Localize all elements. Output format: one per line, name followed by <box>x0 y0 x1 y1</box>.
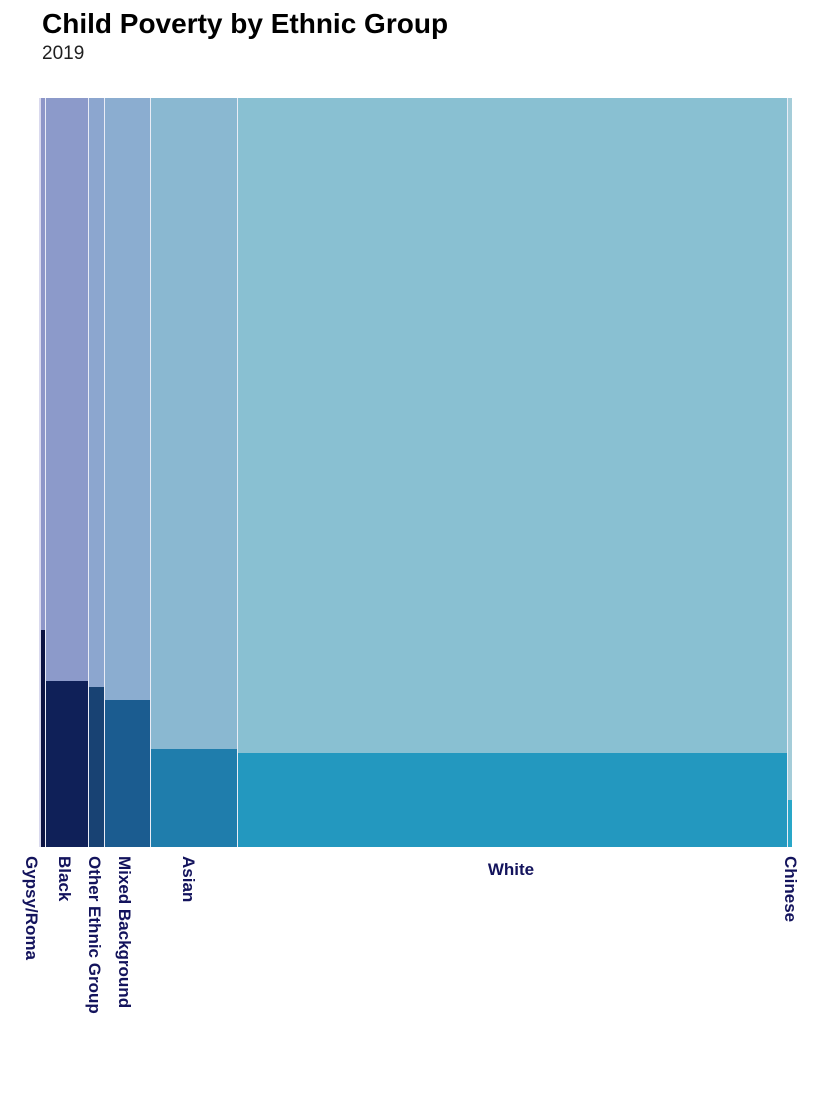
mosaic-column-asian <box>151 98 237 847</box>
mosaic-column-black <box>46 98 88 847</box>
mosaic-column-gypsy-roma <box>39 98 45 847</box>
poverty-segment-white <box>238 753 787 847</box>
x-axis-label-asian: Asian <box>179 856 198 903</box>
mosaic-chart <box>39 98 792 847</box>
poverty-segment-chinese <box>788 800 792 847</box>
poverty-segment-asian <box>151 749 237 847</box>
x-axis-label-other-ethnic-group: Other Ethnic Group <box>85 856 104 1014</box>
mosaic-column-other-ethnic-group <box>89 98 104 847</box>
mosaic-column-chinese <box>788 98 792 847</box>
chart-subtitle: 2019 <box>42 43 85 65</box>
x-axis-label-white: White <box>487 860 535 879</box>
poverty-segment-gypsy-roma <box>41 630 45 847</box>
poverty-segment-other-ethnic-group <box>89 687 104 847</box>
x-axis-label-chinese: Chinese <box>781 856 800 923</box>
mosaic-column-mixed-background <box>105 98 150 847</box>
poverty-segment-mixed-background <box>105 700 150 847</box>
chart-header: Child Poverty by Ethnic Group 2019 <box>42 8 448 66</box>
x-axis-label-gypsy-roma: Gypsy/Roma <box>22 856 41 960</box>
poverty-segment-black <box>46 681 88 847</box>
mosaic-column-white <box>238 98 787 847</box>
x-axis-label-black: Black <box>55 856 74 902</box>
chart-title: Child Poverty by Ethnic Group <box>42 8 449 39</box>
x-axis-label-mixed-background: Mixed Background <box>115 856 134 1009</box>
